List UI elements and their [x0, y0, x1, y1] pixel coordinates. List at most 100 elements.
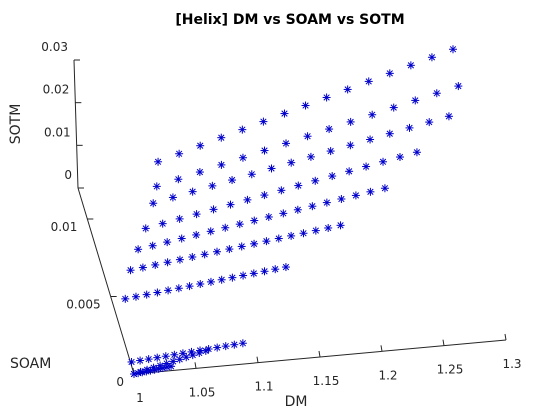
data-point — [161, 352, 170, 361]
data-point — [260, 191, 269, 200]
data-point — [228, 273, 237, 282]
y-tick-label: 0 — [116, 375, 124, 389]
data-point — [411, 96, 420, 105]
data-point — [259, 117, 268, 126]
z-tick-label: 0.01 — [44, 125, 71, 139]
data-point — [208, 181, 217, 190]
data-point — [196, 141, 205, 150]
data-point — [235, 220, 244, 229]
data-point — [170, 350, 179, 359]
data-point — [226, 200, 235, 209]
data-point — [346, 117, 355, 126]
data-point — [131, 292, 140, 301]
x-tick-mark — [256, 356, 259, 363]
data-point — [196, 346, 205, 355]
y-axis-line — [77, 187, 135, 375]
data-point — [217, 275, 226, 284]
x-tick-label: 1 — [136, 391, 144, 405]
data-point — [163, 238, 172, 247]
data-point — [121, 294, 130, 303]
data-point — [306, 152, 315, 161]
data-point — [239, 271, 248, 280]
x-tick-label: 1.1 — [254, 380, 273, 394]
data-point — [277, 186, 286, 195]
data-point — [279, 209, 288, 218]
data-point — [225, 245, 234, 254]
data-point — [326, 147, 335, 156]
data-point — [249, 269, 258, 278]
data-point — [237, 242, 246, 251]
data-point — [380, 184, 389, 193]
data-point — [262, 237, 271, 246]
data-point — [217, 160, 226, 169]
x-axis-ticks: 1 1.05 1.1 1.15 1.2 1.25 1.3 — [132, 333, 522, 405]
data-point — [287, 231, 296, 240]
data-point — [175, 355, 184, 364]
data-point — [364, 77, 373, 86]
data-point — [260, 267, 269, 276]
data-point — [153, 288, 162, 297]
data-point — [221, 223, 230, 232]
data-point — [395, 153, 404, 162]
data-point — [192, 210, 201, 219]
data-point — [228, 176, 237, 185]
x-tick-label: 1.05 — [189, 385, 216, 399]
data-point — [389, 103, 398, 112]
data-point — [425, 118, 434, 127]
data-point — [143, 365, 152, 374]
data-point — [141, 224, 150, 233]
x-tick-label: 1.15 — [313, 374, 340, 388]
z-axis-label: SOTM — [8, 104, 24, 145]
z-tick-label: 0 — [64, 168, 72, 182]
data-point — [454, 82, 463, 91]
data-point — [156, 361, 165, 370]
x-tick-mark — [504, 333, 507, 341]
data-point — [444, 112, 453, 121]
data-point — [195, 168, 204, 177]
data-point — [280, 109, 289, 118]
chart-title: [Helix] DM vs SOAM vs SOTM — [175, 12, 404, 28]
data-point — [336, 221, 345, 230]
data-point — [238, 125, 247, 134]
data-point — [385, 69, 394, 78]
data-point — [264, 212, 273, 221]
data-point — [346, 141, 355, 150]
data-point — [196, 280, 205, 289]
data-point — [177, 234, 186, 243]
data-point — [163, 258, 172, 267]
data-point — [148, 241, 157, 250]
data-point — [136, 356, 145, 365]
data-point — [192, 230, 201, 239]
data-point — [351, 191, 360, 200]
data-point — [238, 153, 247, 162]
data-point — [247, 170, 256, 179]
data-point — [134, 245, 143, 254]
x-tick-label: 1.2 — [378, 368, 397, 382]
data-point — [174, 175, 183, 184]
data-point — [267, 164, 276, 173]
data-point — [287, 158, 296, 167]
data-point — [200, 250, 209, 259]
data-point — [325, 125, 334, 134]
data-point — [169, 357, 178, 366]
data-point — [238, 339, 247, 348]
data-point — [294, 181, 303, 190]
z-tick-label: 0.03 — [41, 40, 68, 54]
data-point — [322, 93, 331, 102]
data-point — [149, 363, 158, 372]
data-point — [158, 219, 167, 228]
data-point — [368, 110, 377, 119]
data-point — [301, 101, 310, 110]
data-point — [138, 263, 147, 272]
data-point — [127, 357, 136, 366]
x-tick-mark — [442, 339, 445, 346]
x-tick-label: 1.3 — [502, 357, 521, 371]
data-point — [250, 216, 259, 225]
data-point — [142, 290, 151, 299]
data-point — [152, 182, 161, 191]
data-point — [213, 343, 222, 352]
data-point — [217, 133, 226, 142]
data-point — [168, 193, 177, 202]
data-point — [167, 362, 176, 371]
